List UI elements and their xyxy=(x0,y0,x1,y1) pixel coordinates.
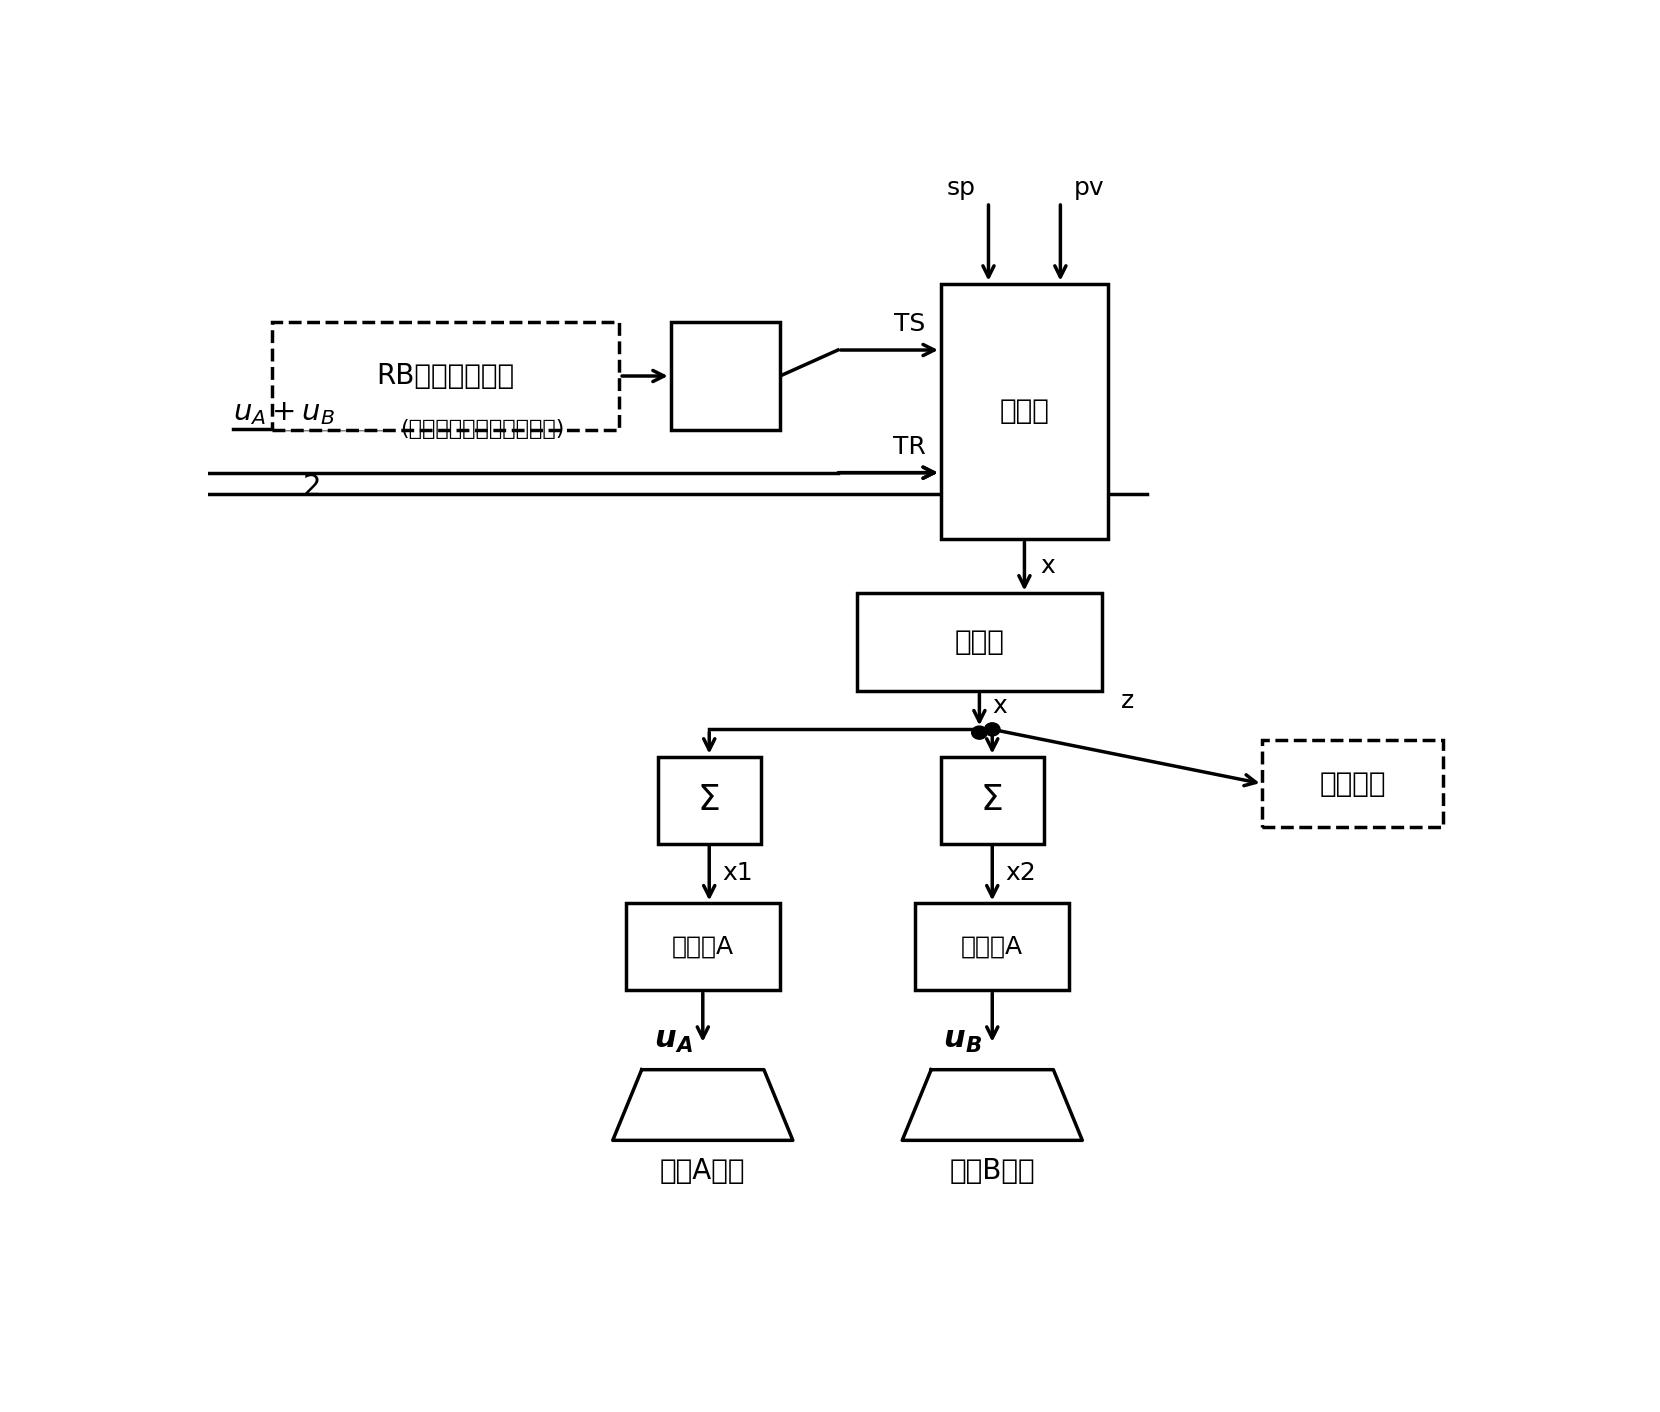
Text: Σ: Σ xyxy=(697,784,720,818)
Text: $\boldsymbol{u}_{\boldsymbol{A}}$: $\boldsymbol{u}_{\boldsymbol{A}}$ xyxy=(654,1027,692,1055)
Text: (或根据实际设置某个参数): (或根据实际设置某个参数) xyxy=(400,419,564,439)
Text: 手操器A: 手操器A xyxy=(672,935,734,959)
Text: TS: TS xyxy=(895,312,925,336)
Bar xyxy=(657,757,760,843)
Text: $u_A+u_B$: $u_A+u_B$ xyxy=(232,400,335,426)
Bar xyxy=(626,904,780,990)
Text: z: z xyxy=(1120,689,1134,713)
Bar xyxy=(272,322,619,431)
Text: 手操器A: 手操器A xyxy=(961,935,1023,959)
Bar xyxy=(857,593,1102,692)
Bar xyxy=(1262,740,1443,827)
Bar xyxy=(941,757,1044,843)
Text: x: x xyxy=(993,695,1008,719)
Text: x: x xyxy=(1039,555,1054,579)
Text: x2: x2 xyxy=(1006,861,1036,885)
Text: x1: x1 xyxy=(722,861,752,885)
Text: RB信号触发逻辑: RB信号触发逻辑 xyxy=(377,361,515,390)
Text: $2$: $2$ xyxy=(302,473,319,501)
Text: sp: sp xyxy=(946,176,976,201)
Text: 辅机B指令: 辅机B指令 xyxy=(950,1156,1036,1185)
Bar xyxy=(671,322,780,431)
Text: 控制器: 控制器 xyxy=(999,397,1049,425)
Circle shape xyxy=(971,726,988,738)
Text: TR: TR xyxy=(893,435,925,459)
Text: 辅机A指令: 辅机A指令 xyxy=(661,1156,745,1185)
Text: 偏置逻辑: 偏置逻辑 xyxy=(1320,770,1386,798)
Text: Σ: Σ xyxy=(981,784,1004,818)
Text: pv: pv xyxy=(1074,176,1104,201)
Text: 平衡块: 平衡块 xyxy=(954,628,1004,657)
Bar xyxy=(915,904,1069,990)
Bar xyxy=(941,284,1109,539)
Circle shape xyxy=(984,723,999,736)
Text: $\boldsymbol{u}_{\boldsymbol{B}}$: $\boldsymbol{u}_{\boldsymbol{B}}$ xyxy=(943,1027,983,1055)
